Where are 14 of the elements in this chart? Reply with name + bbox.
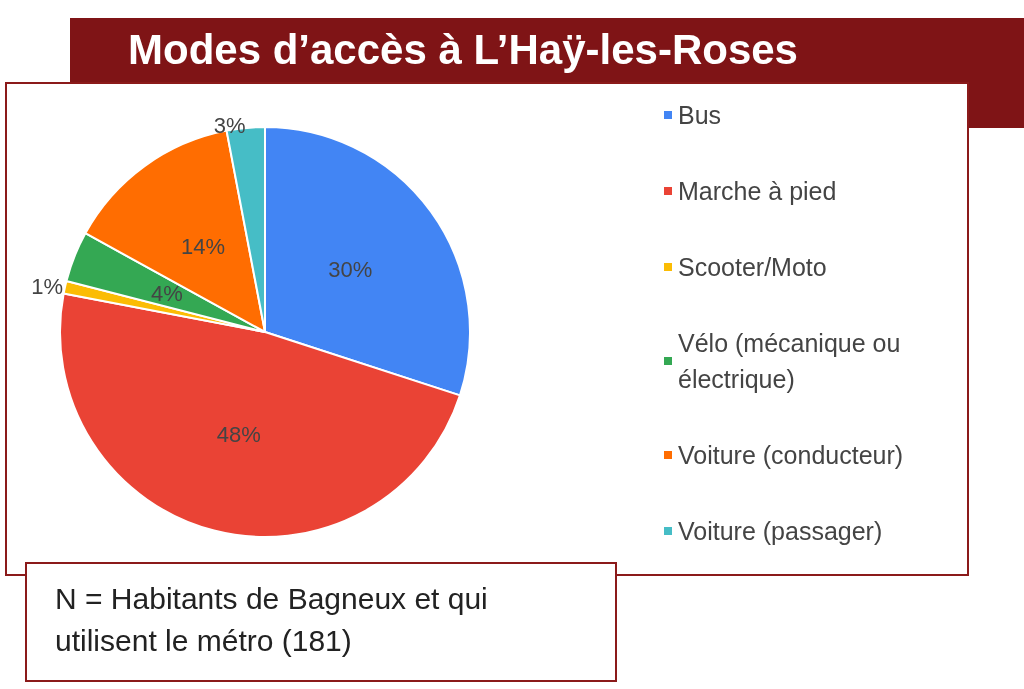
chart-title: Modes d’accès à L’Haÿ-les-Roses [128,26,798,74]
data-label: 3% [213,113,246,139]
legend-label: Vélo (mécanique ou électrique) [678,329,908,393]
data-label: 30% [328,257,373,283]
data-label: 14% [180,234,226,260]
data-label: 1% [31,274,63,300]
legend-label: Scooter/Moto [678,253,827,281]
data-label: 4% [151,280,183,306]
data-label: 48% [216,421,261,447]
legend-label: Voiture (conducteur) [678,441,904,469]
text: N = Habitants de Bagneux et qui utilisent le métro (181) [25,562,617,682]
legend-label: Voiture (passager) [678,517,883,545]
legend-label: Marche à pied [678,177,837,205]
legend-label: Bus [678,101,722,129]
